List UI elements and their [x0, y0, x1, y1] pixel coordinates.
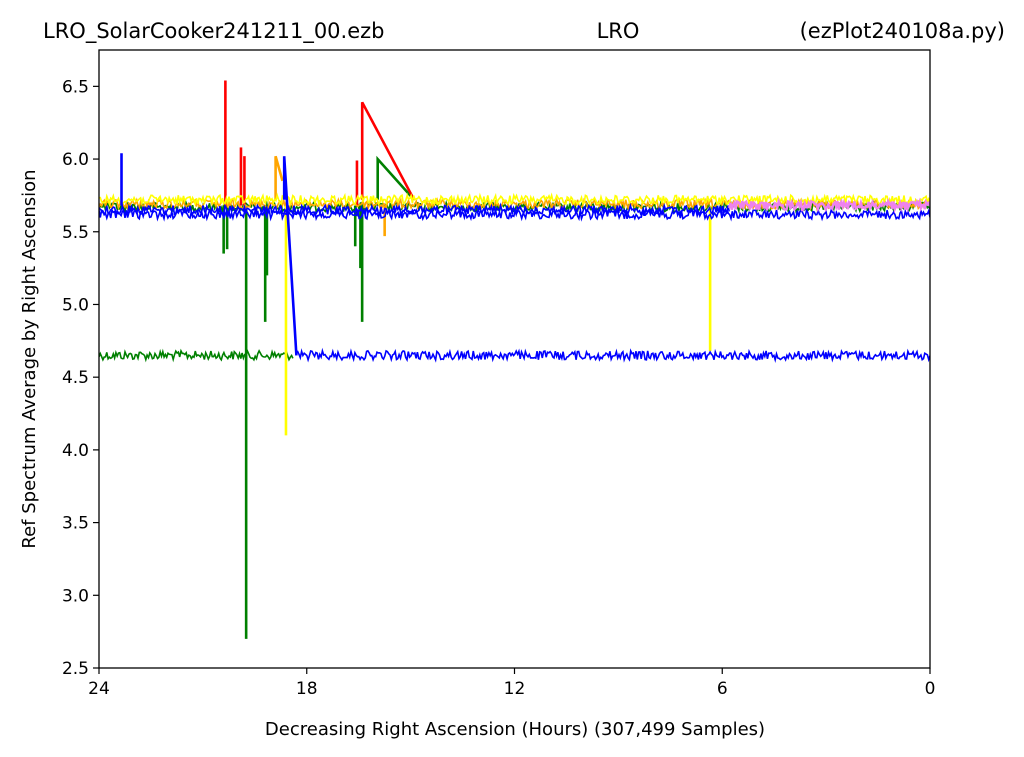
x-tick-label: 6: [717, 679, 728, 699]
y-tick-label: 5.0: [62, 295, 89, 315]
x-tick-label: 12: [504, 679, 526, 699]
title-observatory: LRO: [597, 19, 640, 43]
series-ramp: [376, 155, 416, 201]
y-tick-label: 3.5: [62, 514, 89, 534]
title-script: (ezPlot240108a.py): [800, 19, 1005, 43]
series-ramp: [282, 156, 298, 356]
y-tick-label: 6.0: [62, 150, 89, 170]
series-violet: [728, 197, 930, 214]
x-tick-label: 24: [88, 679, 110, 699]
x-axis-label: Decreasing Right Ascension (Hours) (307,…: [265, 719, 765, 740]
series-layer: [99, 80, 930, 639]
series-yellow: [99, 192, 930, 436]
y-tick-label: 3.0: [62, 586, 89, 606]
series-band: [99, 207, 930, 222]
y-axis: 2.5 3.0 3.5 4.0 4.5 5.0 5.5 6.0 6.5: [62, 77, 99, 679]
y-tick-label: 4.0: [62, 441, 89, 461]
series-band: [728, 197, 930, 214]
chart-title: LRO_SolarCooker241211_00.ezb LRO (ezPlot…: [43, 19, 1005, 44]
series-red: [224, 80, 416, 206]
series-blue: [99, 153, 930, 363]
y-tick-label: 6.5: [62, 77, 89, 97]
y-tick-label: 2.5: [62, 659, 89, 679]
x-axis: 24 18 12 6 0: [88, 668, 935, 699]
y-tick-label: 4.5: [62, 368, 89, 388]
series-band: [295, 347, 930, 363]
series-band: [99, 202, 730, 218]
x-tick-label: 0: [925, 679, 936, 699]
y-axis-label: Ref Spectrum Average by Right Ascension: [19, 169, 40, 548]
series-ramp: [274, 155, 284, 200]
y-tick-label: 5.5: [62, 223, 89, 243]
series-ramp: [360, 101, 416, 201]
title-filename: LRO_SolarCooker241211_00.ezb: [43, 19, 385, 44]
series-band: [99, 192, 930, 208]
series-green: [99, 155, 930, 639]
series-band: [99, 348, 294, 363]
x-tick-label: 18: [296, 679, 318, 699]
